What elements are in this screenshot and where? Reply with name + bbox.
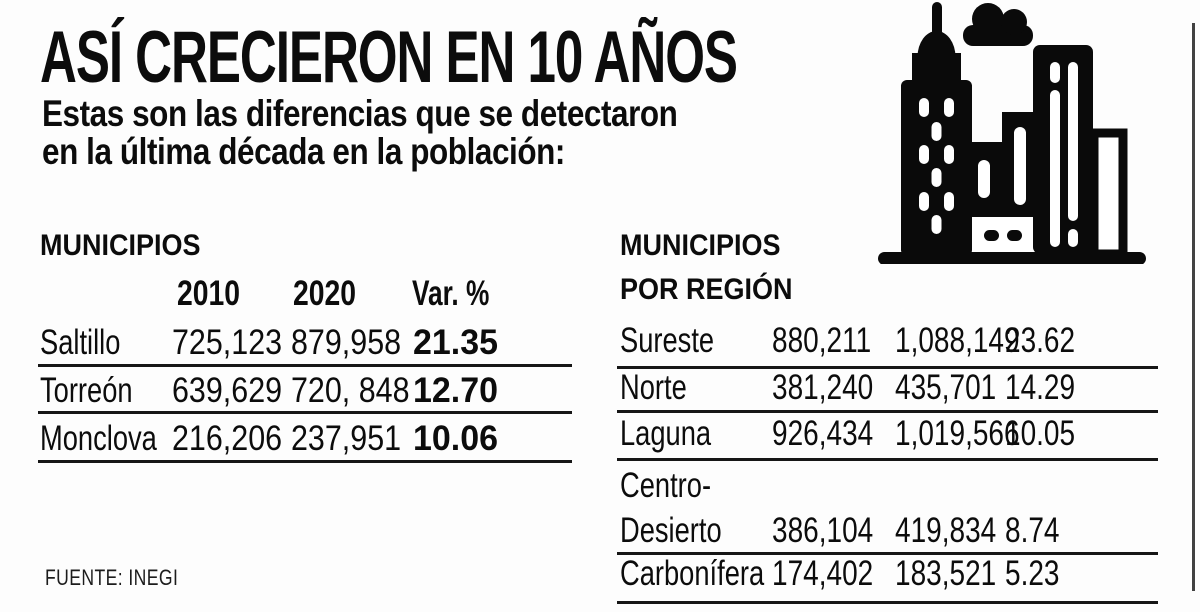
subtitle-line-2: en la última década en la población: xyxy=(42,131,565,172)
regiones-heading-line-1: MUNICIPIOS xyxy=(620,229,781,262)
table-cell-2010: 386,104 xyxy=(772,511,874,550)
table-cell-var: 23.62 xyxy=(1005,321,1076,360)
row-separator xyxy=(617,552,1158,555)
table-cell-2010: 639,629 xyxy=(172,371,283,410)
subtitle-line-1: Estas son las diferencias que se detecta… xyxy=(42,93,678,134)
municipios-heading: MUNICIPIOS xyxy=(40,229,201,262)
city-skyline-icon xyxy=(878,2,1146,264)
table-row-name: Carbonífera xyxy=(620,554,765,593)
table-cell-2010: 725,123 xyxy=(172,323,283,362)
table-cell-2020: 419,834 xyxy=(895,511,997,550)
row-separator xyxy=(38,460,572,463)
row-separator xyxy=(617,458,1158,461)
col-header-var: Var. % xyxy=(412,274,490,313)
table-cell-var: 14.29 xyxy=(1005,368,1076,407)
table-row-name: Sureste xyxy=(620,321,715,360)
table-cell-2020: 237,951 xyxy=(291,419,402,458)
table-row-name: Norte xyxy=(620,368,687,407)
col-header-2010: 2010 xyxy=(177,274,241,313)
panel-divider-line xyxy=(1192,23,1195,591)
table-cell-var: 10.05 xyxy=(1005,414,1076,453)
table-cell-var: 10.06 xyxy=(413,419,498,458)
table-row-name: Torreón xyxy=(40,371,133,410)
row-separator xyxy=(617,410,1158,413)
table-row-name-line-2: Desierto xyxy=(620,511,722,550)
row-separator xyxy=(38,364,572,367)
col-header-2020: 2020 xyxy=(293,274,357,313)
table-cell-2020: 435,701 xyxy=(895,368,997,407)
source-credit: FUENTE: INEGI xyxy=(45,565,179,590)
table-cell-2020: 1,088,149 xyxy=(895,321,1020,360)
table-cell-var: 5.23 xyxy=(1005,554,1060,593)
table-cell-var: 8.74 xyxy=(1005,511,1060,550)
table-row-name: Monclova xyxy=(40,419,157,458)
table-cell-2010: 926,434 xyxy=(772,414,874,453)
row-separator xyxy=(617,366,1158,369)
table-cell-2020: 879,958 xyxy=(291,323,402,362)
table-cell-2010: 216,206 xyxy=(172,419,283,458)
table-row-name: Saltillo xyxy=(40,323,121,362)
table-cell-2010: 174,402 xyxy=(772,554,874,593)
row-separator xyxy=(617,601,1158,604)
table-cell-var: 21.35 xyxy=(413,323,498,362)
row-separator xyxy=(38,411,572,414)
regiones-heading-line-2: POR REGIÓN xyxy=(620,273,793,306)
table-row-name-line-1: Centro- xyxy=(620,466,712,505)
table-row-name: Laguna xyxy=(620,414,712,453)
table-cell-2010: 880,211 xyxy=(772,321,872,360)
table-cell-var: 12.70 xyxy=(413,371,498,410)
table-cell-2020: 1,019,566 xyxy=(895,414,1020,453)
page-title: ASÍ CRECIERON EN 10 AÑOS xyxy=(40,17,738,98)
table-cell-2020: 183,521 xyxy=(895,554,997,593)
table-cell-2010: 381,240 xyxy=(772,368,874,407)
table-cell-2020: 720, 848 xyxy=(291,371,410,410)
